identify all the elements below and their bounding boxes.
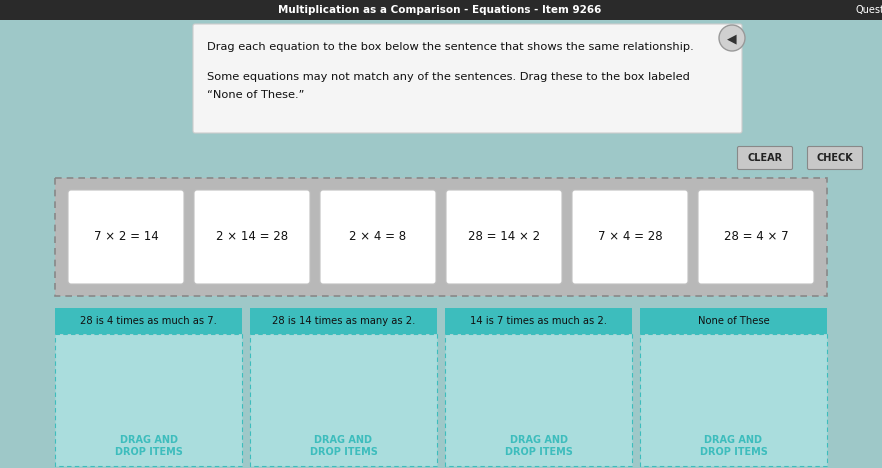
Text: 7 × 2 = 14: 7 × 2 = 14 [93, 231, 159, 243]
FancyBboxPatch shape [446, 190, 562, 284]
FancyBboxPatch shape [640, 308, 827, 334]
FancyBboxPatch shape [193, 24, 742, 133]
Text: Questio: Questio [855, 5, 882, 15]
Text: 2 × 4 = 8: 2 × 4 = 8 [349, 231, 407, 243]
Text: 28 = 4 × 7: 28 = 4 × 7 [724, 231, 789, 243]
Text: CHECK: CHECK [817, 153, 854, 163]
Text: ◀: ◀ [727, 32, 736, 45]
Text: None of These: None of These [698, 316, 769, 326]
Text: 7 × 4 = 28: 7 × 4 = 28 [598, 231, 662, 243]
Text: 28 is 14 times as many as 2.: 28 is 14 times as many as 2. [272, 316, 415, 326]
Text: 28 = 14 × 2: 28 = 14 × 2 [468, 231, 540, 243]
FancyBboxPatch shape [0, 0, 882, 20]
FancyBboxPatch shape [250, 308, 437, 334]
FancyBboxPatch shape [640, 334, 827, 466]
Text: Multiplication as a Comparison - Equations - Item 9266: Multiplication as a Comparison - Equatio… [279, 5, 602, 15]
FancyBboxPatch shape [737, 146, 793, 169]
Text: DRAG AND
DROP ITEMS: DRAG AND DROP ITEMS [115, 435, 183, 457]
FancyBboxPatch shape [55, 178, 827, 296]
FancyBboxPatch shape [68, 190, 184, 284]
Text: 14 is 7 times as much as 2.: 14 is 7 times as much as 2. [470, 316, 607, 326]
FancyBboxPatch shape [445, 334, 632, 466]
Text: “None of These.”: “None of These.” [207, 90, 304, 100]
Circle shape [719, 25, 745, 51]
Text: 28 is 4 times as much as 7.: 28 is 4 times as much as 7. [80, 316, 217, 326]
Text: DRAG AND
DROP ITEMS: DRAG AND DROP ITEMS [505, 435, 572, 457]
FancyBboxPatch shape [698, 190, 814, 284]
Text: DRAG AND
DROP ITEMS: DRAG AND DROP ITEMS [310, 435, 377, 457]
Text: DRAG AND
DROP ITEMS: DRAG AND DROP ITEMS [699, 435, 767, 457]
FancyBboxPatch shape [194, 190, 310, 284]
Text: 2 × 14 = 28: 2 × 14 = 28 [216, 231, 288, 243]
FancyBboxPatch shape [250, 334, 437, 466]
Text: CLEAR: CLEAR [747, 153, 782, 163]
FancyBboxPatch shape [808, 146, 863, 169]
FancyBboxPatch shape [55, 308, 242, 334]
Text: Some equations may not match any of the sentences. Drag these to the box labeled: Some equations may not match any of the … [207, 72, 690, 82]
Text: Drag each equation to the box below the sentence that shows the same relationshi: Drag each equation to the box below the … [207, 42, 694, 52]
FancyBboxPatch shape [320, 190, 436, 284]
FancyBboxPatch shape [572, 190, 688, 284]
FancyBboxPatch shape [55, 334, 242, 466]
FancyBboxPatch shape [445, 308, 632, 334]
